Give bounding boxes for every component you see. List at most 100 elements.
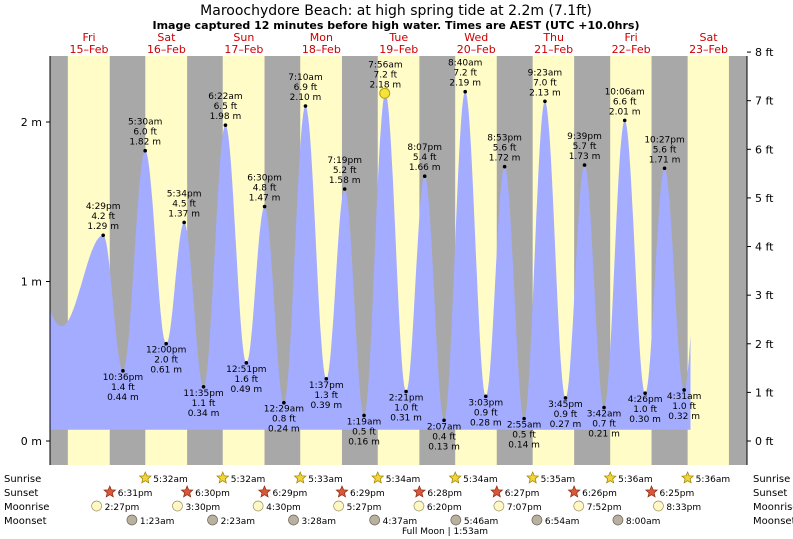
low-tide-label: 0.49 m (231, 385, 263, 395)
moonset-time: 8:00am (626, 517, 661, 527)
high-tide-label: 6.6 ft (613, 97, 637, 107)
moonrise-time: 6:20pm (427, 503, 462, 513)
high-tide-label: 7.2 ft (374, 70, 398, 80)
sunset-time: 6:29pm (350, 489, 385, 499)
sun-moon-rows: Sunrise Sunrise Sunset Sunset Moonrise Moonri… (4, 471, 793, 527)
high-tide-point (303, 104, 308, 108)
moonrise-time: 3:30pm (185, 503, 220, 513)
low-tide-label: 2.0 ft (154, 356, 178, 366)
day-label-date: 16–Feb (147, 43, 186, 56)
sunrise-time: 5:32am (153, 475, 188, 485)
low-tide-label: 0.7 ft (592, 420, 616, 430)
sunset-time: 6:26pm (582, 489, 617, 499)
low-tide-point (282, 400, 286, 405)
low-tide-label: 3:45pm (548, 400, 583, 410)
low-tide-label: 1.1 ft (192, 399, 216, 409)
low-tide-label: 3:03pm (468, 398, 503, 408)
low-tide-label: 1.4 ft (111, 383, 135, 393)
day-label-date: 17–Feb (224, 43, 263, 56)
moonrise-time: 8:33pm (666, 503, 701, 513)
low-tide-label: 0.32 m (668, 412, 700, 422)
high-tide-label: 2.01 m (609, 107, 641, 117)
low-tide-label: 1.6 ft (234, 375, 258, 385)
high-tide-label: 8:53pm (487, 134, 522, 144)
sunset-icon (644, 485, 659, 498)
high-tide-label: 9:39pm (567, 132, 602, 142)
low-tide-label: 2:21pm (389, 394, 424, 404)
high-tide-label: 4.2 ft (91, 212, 115, 222)
sunset-time: 6:29pm (273, 489, 308, 499)
right-tick-label: 2 ft (755, 338, 774, 351)
high-tide-label: 5.4 ft (413, 153, 437, 163)
sunset-time: 6:31pm (118, 489, 153, 499)
moonset-time: 6:54am (545, 517, 580, 527)
low-tide-label: 0.13 m (428, 442, 460, 452)
day-label-date: 21–Feb (534, 43, 573, 56)
low-tide-label: 0.5 ft (512, 431, 536, 441)
low-tide-label: 1:37pm (309, 381, 344, 391)
high-tide-label: 2.10 m (290, 93, 322, 103)
low-tide-point (522, 416, 526, 421)
right-tick-label: 3 ft (755, 289, 774, 302)
high-tide-point (502, 164, 507, 169)
moonrise-icon (252, 500, 264, 512)
day-label-dow: Tue (388, 31, 408, 44)
day-label-date: 15–Feb (70, 43, 109, 56)
high-tide-point (582, 163, 587, 167)
high-tide-point (101, 233, 105, 238)
high-tide-label: 1.58 m (329, 176, 361, 186)
sunset-row-label-right: Sunset (753, 488, 787, 499)
high-tide-label: 10:06am (605, 87, 645, 97)
sunrise-icon (216, 471, 230, 484)
sunset-time: 6:30pm (195, 489, 230, 499)
moonset-icon (288, 514, 299, 526)
low-tide-label: 0.14 m (508, 441, 540, 451)
low-tide-label: 1.0 ft (633, 405, 657, 415)
low-tide-label: 11:35pm (183, 389, 223, 399)
day-label-date: 18–Feb (302, 43, 341, 56)
high-tide-label: 8:40am (448, 59, 483, 69)
high-tide-label: 5:34pm (167, 189, 202, 199)
low-tide-label: 0.28 m (470, 418, 502, 428)
day-label-dow: Thu (542, 31, 564, 44)
sunset-icon (257, 485, 272, 498)
right-tick-label: 0 ft (755, 435, 774, 448)
low-tide-label: 0.31 m (390, 414, 422, 424)
high-tide-point (622, 118, 627, 123)
low-tide-label: 0.44 m (107, 393, 139, 403)
right-tick-label: 1 ft (755, 386, 774, 399)
sunrise-time: 5:35am (541, 475, 576, 485)
sunrise-icon (526, 471, 540, 484)
low-tide-label: 0.27 m (550, 420, 582, 430)
moonrise-icon (413, 500, 425, 512)
sunset-icon (490, 485, 504, 498)
left-tick-label: 2 m (21, 116, 42, 129)
low-tide-label: 0.24 m (268, 425, 300, 435)
sunrise-time: 5:34am (386, 475, 421, 485)
low-tide-label: 1.0 ft (394, 404, 418, 414)
day-label-date: 20–Feb (457, 43, 496, 56)
high-tide-label: 1.71 m (649, 155, 681, 165)
high-tide-point (463, 89, 467, 94)
sunrise-icon (371, 471, 385, 484)
low-tide-point (362, 413, 366, 418)
chart-subtitle: Image captured 12 minutes before high wa… (152, 19, 639, 32)
tide-area (50, 91, 691, 430)
moonrise-time: 7:52pm (587, 503, 622, 513)
low-tide-label: 0.16 m (348, 437, 380, 447)
sunrise-time: 5:36am (696, 475, 731, 485)
right-tick-label: 4 ft (755, 241, 774, 254)
sunrise-time: 5:32am (231, 475, 266, 485)
right-tick-label: 8 ft (755, 46, 774, 59)
high-tide-label: 6:22am (208, 92, 243, 102)
moonset-time: 1:23am (140, 517, 175, 527)
moonrise-time: 4:30pm (266, 503, 301, 513)
sunrise-time: 5:33am (308, 475, 343, 485)
high-tide-point (662, 166, 667, 171)
moonrise-icon (573, 500, 585, 512)
moonset-icon (369, 514, 381, 526)
high-tide-label: 9:23am (528, 68, 563, 78)
high-tide-label: 7:19pm (327, 156, 362, 166)
day-label-dow: Fri (82, 31, 95, 44)
